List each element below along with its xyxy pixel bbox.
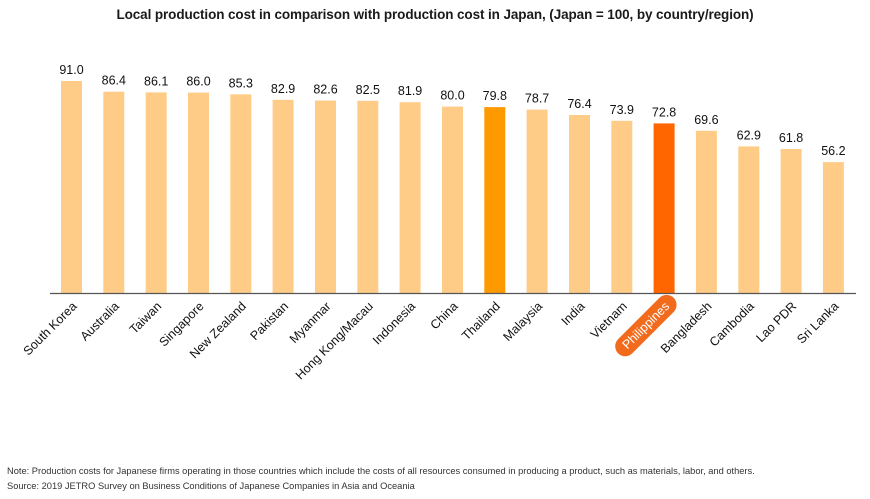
category-label-group-taiwan: Taiwan — [127, 299, 164, 336]
value-label-taiwan: 86.1 — [144, 74, 168, 88]
value-label-australia: 86.4 — [102, 74, 126, 88]
category-label-group-australia: Australia — [78, 299, 122, 343]
value-label-india: 76.4 — [567, 97, 591, 111]
value-label-lao-pdr: 61.8 — [779, 131, 803, 145]
value-label-sri-lanka: 56.2 — [821, 144, 845, 158]
bar-china — [442, 106, 463, 293]
value-label-south-korea: 91.0 — [59, 63, 83, 77]
chart-title: Local production cost in comparison with… — [116, 7, 754, 22]
category-label-sri-lanka: Sri Lanka — [794, 299, 841, 346]
category-label-lao-pdr: Lao PDR — [753, 299, 799, 345]
value-label-indonesia: 81.9 — [398, 84, 422, 98]
bar-india — [569, 115, 590, 293]
category-label-india: India — [559, 299, 588, 328]
value-label-bangladesh: 69.6 — [694, 113, 718, 127]
source-text: Source: 2019 JETRO Survey on Business Co… — [7, 481, 415, 491]
bar-philippines — [653, 123, 675, 294]
note-text: Note: Production costs for Japanese firm… — [7, 466, 755, 476]
value-label-cambodia: 62.9 — [737, 128, 761, 142]
bar-singapore — [188, 92, 209, 293]
category-label-group-sri-lanka: Sri Lanka — [794, 299, 841, 346]
value-label-new-zealand: 85.3 — [229, 76, 253, 90]
value-label-pakistan: 82.9 — [271, 82, 295, 96]
bar-taiwan — [145, 92, 167, 294]
category-label-group-thailand: Thailand — [459, 299, 503, 343]
category-label-group-pakistan: Pakistan — [247, 299, 291, 343]
bars-layer — [61, 81, 844, 294]
category-label-group-malaysia: Malaysia — [500, 299, 545, 344]
category-label-australia: Australia — [78, 299, 122, 343]
bar-myanmar — [315, 100, 336, 293]
bar-new-zealand — [230, 94, 252, 293]
category-label-pakistan: Pakistan — [247, 299, 291, 343]
category-label-hong-kong-macau: Hong Kong/Macau — [293, 299, 376, 382]
value-label-philippines: 72.8 — [652, 105, 676, 119]
category-label-south-korea: South Korea — [21, 299, 80, 358]
notes: Note: Production costs for Japanese firm… — [7, 464, 755, 494]
bar-cambodia — [738, 146, 760, 293]
category-label-group-cambodia: Cambodia — [707, 299, 757, 349]
category-label-group-south-korea: South Korea — [21, 299, 80, 358]
bar-sri-lanka — [822, 162, 844, 293]
bar-hong-kong-macau — [357, 100, 379, 293]
value-label-hong-kong-macau: 82.5 — [356, 83, 380, 97]
category-label-group-india: India — [559, 299, 588, 328]
category-label-thailand: Thailand — [459, 299, 503, 343]
category-label-malaysia: Malaysia — [500, 299, 545, 344]
bar-australia — [103, 91, 125, 293]
value-label-malaysia: 78.7 — [525, 92, 549, 106]
bar-bangladesh — [695, 130, 717, 293]
value-label-singapore: 86.0 — [186, 75, 210, 89]
category-label-group-china: China — [428, 299, 461, 332]
category-label-indonesia: Indonesia — [370, 299, 418, 347]
bar-pakistan — [272, 99, 294, 293]
category-label-group-indonesia: Indonesia — [370, 299, 418, 347]
value-label-myanmar: 82.6 — [313, 83, 337, 97]
bar-malaysia — [526, 109, 548, 293]
category-label-group-hong-kong-macau: Hong Kong/Macau — [293, 299, 376, 382]
category-label-china: China — [428, 299, 461, 332]
value-label-vietnam: 73.9 — [610, 103, 634, 117]
value-label-thailand: 79.8 — [483, 89, 507, 103]
bar-thailand — [484, 107, 506, 293]
bar-vietnam — [611, 120, 633, 293]
bar-indonesia — [399, 102, 421, 293]
highlight-label-pill — [615, 294, 677, 357]
labels-layer: 91.0 South Korea 86.4 Australia 86.1 Taiwan 86… — [21, 63, 846, 382]
bar-lao-pdr — [780, 149, 802, 293]
category-label-cambodia: Cambodia — [707, 299, 757, 349]
category-label-taiwan: Taiwan — [127, 299, 164, 336]
bar-south-korea — [61, 81, 82, 293]
category-label-group-lao-pdr: Lao PDR — [753, 299, 799, 345]
value-label-china: 80.0 — [440, 89, 464, 103]
